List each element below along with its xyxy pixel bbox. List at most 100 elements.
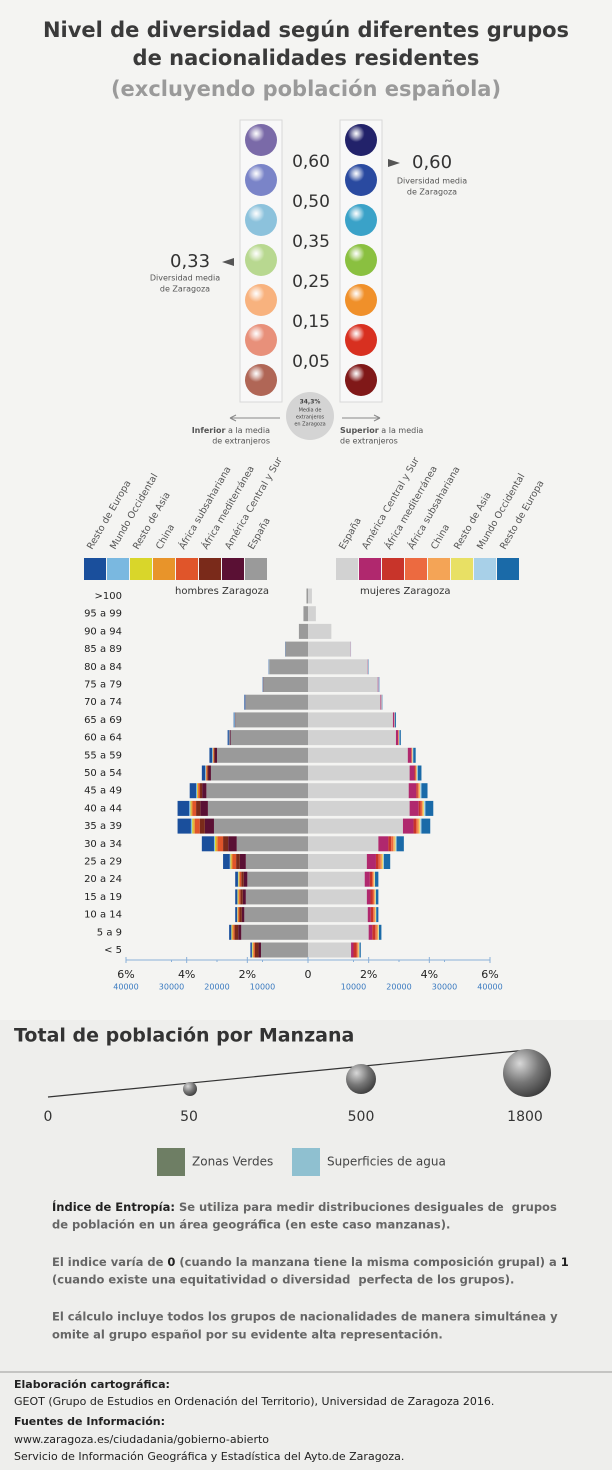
age-label: 15 a 19 — [84, 892, 122, 903]
bar-segment — [177, 800, 190, 816]
bar-segment — [209, 747, 213, 763]
age-label: 45 a 49 — [84, 786, 122, 797]
bar-segment — [420, 783, 422, 799]
bar-segment — [237, 907, 239, 923]
bar-segment — [190, 818, 193, 834]
bar-segment — [376, 924, 379, 940]
bar-segment — [357, 942, 359, 958]
bar-segment — [416, 783, 418, 799]
bar-segment — [377, 677, 379, 692]
bar-segment — [415, 818, 418, 834]
bar-segment — [380, 694, 382, 710]
group-label: hombres Zaragoza — [175, 586, 269, 597]
sphere — [345, 364, 377, 396]
x-tick-label: 2% — [239, 968, 256, 981]
age-label: 25 a 29 — [84, 857, 122, 868]
bar-segment — [381, 694, 383, 710]
bar-segment — [308, 818, 403, 834]
legend-swatch — [176, 558, 198, 580]
bar-segment — [368, 924, 373, 940]
bar-segment — [308, 641, 351, 657]
bar-segment — [200, 800, 208, 816]
bar-segment — [213, 818, 308, 834]
bar-segment — [367, 907, 371, 923]
inferior-label: de extranjeros — [212, 437, 270, 446]
bar-segment — [236, 854, 240, 869]
bar-segment — [375, 924, 377, 940]
bar-segment — [238, 924, 242, 940]
legend-swatch — [222, 558, 244, 580]
threshold-label: 0,15 — [292, 312, 330, 332]
x2-tick-label: 20000 — [204, 983, 229, 992]
bar-segment — [376, 907, 379, 923]
bar-segment — [206, 783, 308, 799]
bar-segment — [223, 836, 229, 852]
bar-segment — [208, 765, 211, 781]
bar-segment — [217, 836, 224, 852]
bar-segment — [412, 747, 414, 763]
bar-segment — [378, 854, 381, 869]
bar-segment — [375, 889, 379, 905]
superior-bold: Superior — [340, 426, 379, 435]
bar-segment — [419, 783, 421, 799]
bar-segment — [402, 818, 414, 834]
bar-segment — [417, 783, 419, 799]
bar-segment — [359, 942, 361, 958]
bar-segment — [252, 942, 254, 958]
bar-segment — [374, 871, 375, 887]
sphere — [245, 284, 277, 316]
bar-segment — [244, 694, 245, 710]
bar-segment — [198, 783, 201, 799]
bar-segment — [396, 836, 404, 852]
bar-segment — [420, 800, 423, 816]
legend-swatch — [245, 558, 267, 580]
bar-segment — [240, 889, 243, 905]
bar-segment — [228, 836, 237, 852]
bar-segment — [382, 854, 384, 869]
bar-segment — [234, 924, 239, 940]
bar-segment — [231, 924, 233, 940]
bar-segment — [418, 783, 420, 799]
superior-label: Superior a la media — [340, 426, 423, 435]
age-label: 5 a 9 — [97, 927, 122, 938]
bar-segment — [231, 854, 233, 869]
bar-segment — [408, 783, 417, 799]
threshold-label: 0,35 — [292, 232, 330, 252]
bar-segment — [375, 907, 376, 923]
bar-segment — [416, 765, 418, 781]
bar-segment — [373, 907, 375, 923]
bar-segment — [383, 854, 384, 869]
bar-segment — [308, 942, 352, 958]
bar-segment — [308, 871, 365, 887]
bar-segment — [373, 871, 375, 887]
threshold-label: 0,50 — [292, 192, 330, 212]
bar-segment — [409, 765, 415, 781]
bar-segment — [228, 730, 230, 746]
note: Diversidad media — [397, 177, 467, 186]
bar-segment — [353, 942, 357, 958]
bar-segment — [391, 836, 394, 852]
credit-text: www.zaragoza.es/ciudadania/gobierno-abie… — [14, 1433, 269, 1446]
bar-segment — [370, 889, 373, 905]
legend-swatch — [451, 558, 473, 580]
bar-segment — [190, 800, 192, 816]
bar-segment — [421, 783, 428, 799]
bar-segment — [375, 854, 379, 869]
section-title: Total de población por Manzana — [14, 1025, 354, 1047]
age-label: 95 a 99 — [84, 609, 122, 620]
bar-segment — [238, 907, 240, 923]
bar-segment — [380, 854, 383, 869]
bar-segment — [374, 907, 376, 923]
note-line: Índice de Entropía: Se utiliza para medi… — [52, 1199, 557, 1214]
bar-segment — [253, 942, 255, 958]
bar-segment — [415, 765, 417, 781]
sphere — [345, 164, 377, 196]
bar-segment — [393, 836, 395, 852]
sphere — [245, 324, 277, 356]
sphere — [245, 124, 277, 156]
bar-segment — [201, 836, 214, 852]
bar-segment — [230, 730, 308, 746]
bar-segment — [372, 889, 375, 905]
inferior-text: a la media — [225, 426, 270, 435]
legend-swatch — [336, 558, 358, 580]
